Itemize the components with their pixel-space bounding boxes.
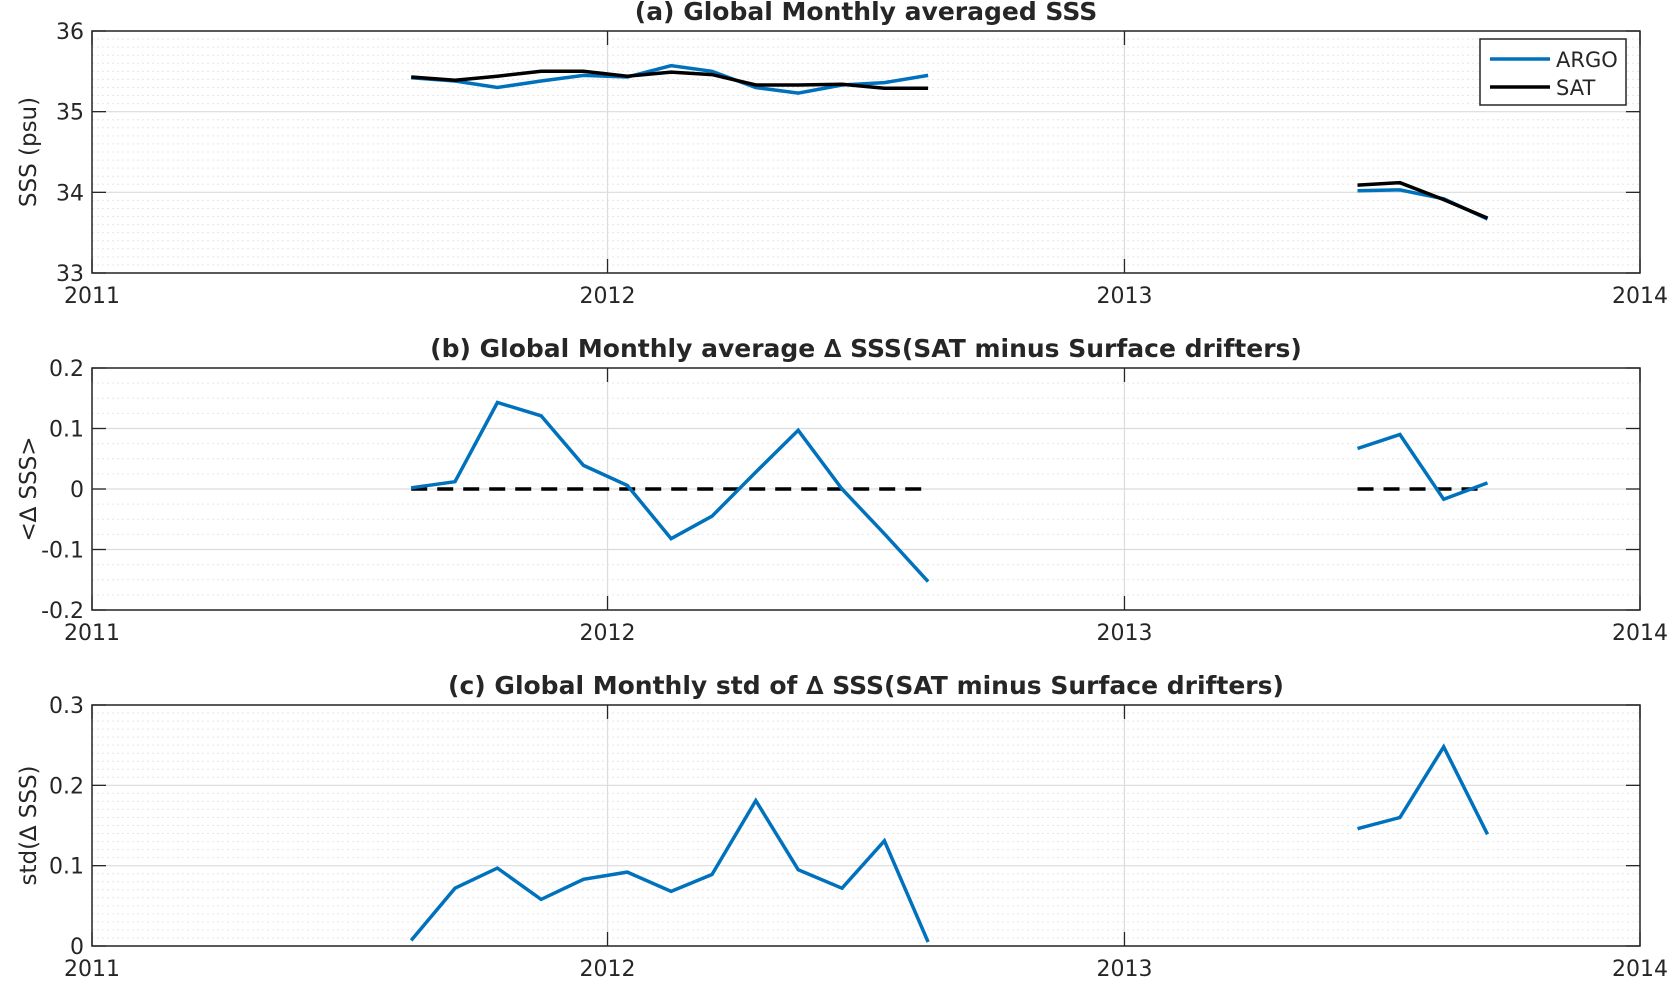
series-line-series — [1357, 743, 1490, 836]
x-tick-label: 2011 — [64, 621, 120, 646]
y-tick-label: 0 — [70, 935, 84, 960]
y-tick-label: 35 — [56, 101, 84, 126]
chart-title: (c) Global Monthly std of ∆ SSS(SAT minu… — [448, 671, 1284, 700]
y-tick-label: 36 — [56, 20, 84, 45]
x-tick-label: 2014 — [1612, 284, 1668, 309]
legend: ARGO SAT — [1479, 38, 1627, 106]
y-tick-label: 0 — [70, 478, 84, 503]
legend-label: ARGO — [1556, 48, 1618, 72]
x-tick-label: 2013 — [1096, 621, 1152, 646]
y-tick-label: 0.1 — [49, 418, 84, 443]
y-axis-label: std(∆ SSS) — [16, 765, 42, 885]
x-tick-label: 2013 — [1096, 957, 1152, 982]
y-tick-label: 0.2 — [49, 774, 84, 799]
y-tick-label: -0.2 — [41, 599, 84, 624]
series-line-series — [409, 797, 930, 943]
x-tick-label: 2013 — [1096, 284, 1152, 309]
series-line-argo — [1357, 188, 1489, 221]
chart-title: (b) Global Monthly average ∆ SSS(SAT min… — [430, 334, 1302, 363]
y-tick-label: 33 — [56, 262, 84, 287]
legend-label: SAT — [1556, 76, 1595, 100]
x-tick-label: 2012 — [580, 621, 636, 646]
x-tick-label: 2011 — [64, 284, 120, 309]
y-tick-label: -0.1 — [41, 539, 84, 564]
y-tick-label: 34 — [56, 181, 84, 206]
series-line-sat — [1357, 180, 1489, 220]
axes-box — [91, 30, 1641, 274]
chart-panel-2: 2011 2012 2013 2014 -0.2 -0.1 0 0.1 0.2 (b) Globa… — [16, 334, 1668, 646]
x-tick-label: 2014 — [1612, 957, 1668, 982]
y-axis-label: SSS (psu) — [16, 97, 42, 207]
y-tick-label: 0.3 — [49, 694, 84, 719]
y-tick-label: 0.1 — [49, 855, 84, 880]
y-axis-label: <∆ SSS> — [16, 436, 42, 541]
x-tick-label: 2012 — [580, 957, 636, 982]
x-tick-label: 2014 — [1612, 621, 1668, 646]
series-line-series — [410, 400, 930, 583]
chart-title: (a) Global Monthly averaged SSS — [635, 0, 1097, 26]
x-tick-label: 2012 — [580, 284, 636, 309]
series-line-series — [1356, 432, 1489, 502]
axes-box — [91, 704, 1641, 947]
chart-panel-3: 2011 2012 2013 2014 0 0.1 0.2 0.3 (c) Global Mon… — [16, 671, 1668, 982]
x-tick-label: 2011 — [64, 957, 120, 982]
series-line-sat — [411, 69, 929, 91]
chart-panel-1: 2011 2012 2013 2014 33 34 35 36 (a) Global Month… — [16, 0, 1668, 309]
y-tick-label: 0.2 — [49, 357, 84, 382]
legend-box — [1479, 38, 1627, 106]
